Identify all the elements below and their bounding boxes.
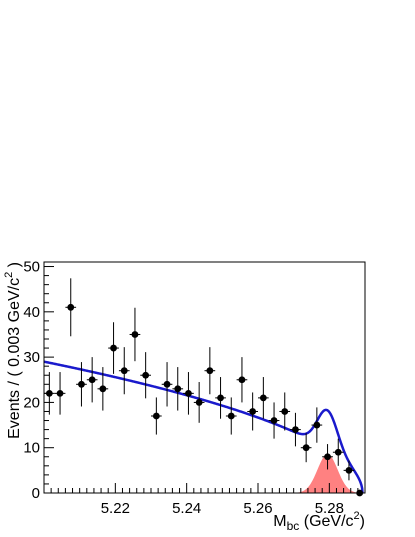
y-tick-labels: 0 10 20 30 40 50 xyxy=(23,259,40,502)
x-tick-label: 5.26 xyxy=(243,500,272,517)
data-point xyxy=(183,372,194,415)
data-point xyxy=(129,307,141,362)
data-points-layer xyxy=(44,278,365,497)
data-marker xyxy=(88,376,96,384)
data-marker xyxy=(227,412,235,420)
x-tick-label: 5.24 xyxy=(172,500,201,517)
data-marker xyxy=(206,367,214,375)
signal-component-area xyxy=(292,454,363,493)
data-marker xyxy=(152,412,160,420)
data-marker xyxy=(56,389,64,397)
x-tick-label: 5.22 xyxy=(101,500,130,517)
x-tick-labels: 5.22 5.24 5.26 5.28 xyxy=(101,500,344,517)
data-point xyxy=(97,367,109,411)
y-tick-label: 0 xyxy=(32,485,40,502)
data-marker xyxy=(110,344,117,352)
y-tick-label: 30 xyxy=(23,349,40,366)
data-point xyxy=(236,357,248,403)
data-point xyxy=(86,357,98,403)
data-point xyxy=(258,377,269,419)
data-point xyxy=(54,372,66,415)
y-tick-label: 50 xyxy=(23,259,40,276)
data-point xyxy=(322,444,333,470)
data-marker xyxy=(120,367,128,375)
data-point xyxy=(290,412,301,447)
data-point xyxy=(343,460,355,481)
x-axis-label: Mbc (GeV/c2) xyxy=(273,510,365,533)
y-axis-label: Events / ( 0.003 GeV/c2 ) xyxy=(3,262,23,439)
data-marker xyxy=(270,417,278,424)
data-marker xyxy=(195,399,203,406)
y-tick-label: 20 xyxy=(23,394,40,411)
data-point xyxy=(268,402,280,439)
data-point xyxy=(225,397,237,435)
data-point xyxy=(44,372,55,415)
data-point xyxy=(65,278,77,337)
data-marker xyxy=(259,394,267,402)
axis-labels: Mbc (GeV/c2) Events / ( 0.003 GeV/c2 ) xyxy=(3,262,365,533)
data-point xyxy=(118,347,130,395)
data-marker xyxy=(313,421,321,429)
data-point xyxy=(204,347,216,395)
data-point xyxy=(151,397,162,435)
plot-frame xyxy=(43,261,366,494)
data-marker xyxy=(281,408,289,415)
data-marker xyxy=(217,394,224,402)
data-point xyxy=(193,382,205,423)
data-point xyxy=(161,362,173,407)
data-point xyxy=(140,352,151,399)
data-point xyxy=(108,322,119,374)
data-marker xyxy=(302,444,310,452)
data-point xyxy=(215,377,226,419)
data-point xyxy=(311,407,323,443)
data-marker xyxy=(45,389,53,397)
data-point xyxy=(247,392,258,431)
y-tick-label: 10 xyxy=(23,440,40,457)
fit-curve xyxy=(43,360,364,494)
data-marker xyxy=(334,448,342,456)
y-tick-label: 40 xyxy=(23,304,40,321)
data-marker xyxy=(78,380,85,388)
data-point xyxy=(279,392,291,431)
data-marker xyxy=(238,376,246,384)
data-marker xyxy=(249,408,257,415)
axis-ticks xyxy=(43,266,366,494)
data-point xyxy=(332,438,344,466)
data-point xyxy=(300,433,312,463)
data-point xyxy=(76,362,87,407)
data-marker xyxy=(292,426,299,433)
data-marker xyxy=(185,389,192,397)
data-marker xyxy=(163,380,171,388)
data-point xyxy=(172,367,184,411)
data-marker xyxy=(67,303,75,311)
data-marker xyxy=(174,385,182,393)
data-marker xyxy=(131,331,139,338)
data-marker xyxy=(99,385,107,393)
data-marker xyxy=(142,371,150,379)
signal-area xyxy=(292,454,363,493)
data-marker xyxy=(345,466,353,474)
fit-curve-layer xyxy=(43,360,364,494)
x-tick-label: 5.28 xyxy=(315,500,344,517)
data-marker xyxy=(324,453,331,461)
